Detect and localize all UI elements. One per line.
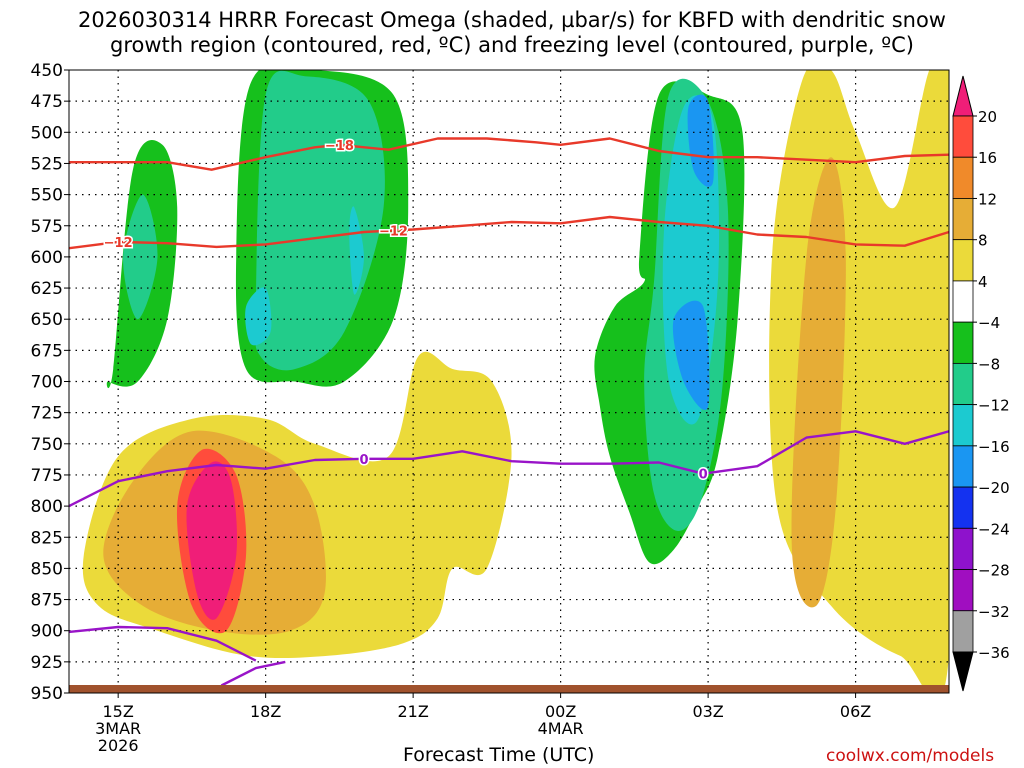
y-tick-label: 625 [31,279,63,299]
x-axis-label: Forecast Time (UTC) [403,744,595,766]
x-tick-label: 4MAR [538,719,584,738]
colorbar-swatch [952,569,974,612]
colorbar-swatch [952,404,974,447]
colorbar-label: 12 [978,190,997,208]
contour-line-2 [69,430,949,508]
omega-region-4 [245,287,272,346]
y-tick-label: 900 [31,622,63,642]
y-tick-label: 700 [31,373,63,393]
colorbar: 20 16 12 8 4 −4 −8 −12 −16 −20 −24 −28 −32 −36 [952,75,1010,692]
y-tick-label: 750 [31,435,63,455]
colorbar-swatch [952,239,974,282]
colorbar-label: −32 [978,603,1010,621]
contour-line-1 [69,215,949,250]
y-tick-label: 475 [31,92,63,112]
y-tick-label: 600 [31,248,63,268]
colorbar-swatch [952,486,974,529]
omega-region-10 [672,300,710,411]
colorbar-swatch [952,280,974,323]
omega-region-16 [186,461,238,620]
contour-label: −12 [379,224,408,239]
contour-line-4 [220,660,286,687]
y-tick-label: 550 [31,186,63,206]
contour-label: 0 [359,453,368,468]
colorbar-label: −8 [978,355,1000,373]
colorbar-label: −20 [978,479,1010,497]
colorbar-label: −4 [978,314,1000,332]
x-tick-label: 2026 [98,736,139,755]
y-tick-label: 675 [31,341,63,361]
y-tick-label: 800 [31,497,63,517]
y-tick-label: 525 [31,154,63,174]
y-tick-label: 450 [31,61,63,81]
y-tick-label: 775 [31,466,63,486]
colorbar-label: 8 [978,232,988,250]
colorbar-swatch [952,198,974,241]
colorbar-swatch [952,362,974,406]
colorbar-label: 16 [978,149,997,167]
y-tick-label: 925 [31,653,63,673]
x-tick-label: 18Z [250,702,281,721]
contour-line-3 [69,625,257,662]
omega-shading [82,70,949,693]
contour-label: 0 [699,468,708,483]
y-tick-label: 575 [31,217,63,237]
colorbar-swatch [952,445,974,488]
colorbar-label: −12 [978,397,1010,415]
colorbar-swatch [952,527,974,570]
colorbar-label: −16 [978,438,1010,456]
colorbar-label: 20 [978,108,997,126]
x-tick-label: 15Z [102,702,133,721]
contour-line-0 [69,137,949,171]
y-tick-label: 650 [31,310,63,330]
y-tick-label: 500 [31,123,63,143]
contour-label: −18 [325,139,354,154]
x-tick-label: 3MAR [95,719,141,738]
y-tick-label: 725 [31,404,63,424]
colorbar-bottom-arrow [952,651,974,692]
omega-region-5 [349,206,364,295]
y-tick-label: 875 [31,591,63,611]
colorbar-swatch [952,115,974,158]
chart-title-line-2: growth region (contoured, red, ºC) and f… [110,33,914,57]
colorbar-swatch [952,321,974,364]
contour-label: −12 [104,236,133,251]
colorbar-label: −28 [978,562,1010,580]
y-tick-label: 825 [31,528,63,548]
colorbar-top-arrow [952,75,974,117]
omega-region-14 [791,157,846,608]
contours: −18 −12 −12 0 0 [69,137,949,687]
x-tick-label: 06Z [840,702,871,721]
y-axis: 450 475 500 525 550 575 600 625 650 675 700 725 750 7… [31,61,69,704]
x-tick-label: 00Z [545,702,576,721]
y-tick-label: 950 [31,684,63,704]
omega-region-2 [123,194,158,320]
colorbar-swatch [952,156,974,199]
colorbar-label: −36 [978,644,1010,662]
ground-surface [69,685,949,693]
colorbar-swatch [952,610,974,653]
colorbar-label: 4 [978,273,988,291]
chart-title-line-1: 2026030314 HRRR Forecast Omega (shaded, … [78,8,946,32]
colorbar-label: −24 [978,520,1010,538]
credit-link[interactable]: coolwx.com/models [826,746,995,766]
y-tick-label: 850 [31,559,63,579]
x-tick-label: 03Z [692,702,723,721]
x-tick-label: 21Z [397,702,428,721]
